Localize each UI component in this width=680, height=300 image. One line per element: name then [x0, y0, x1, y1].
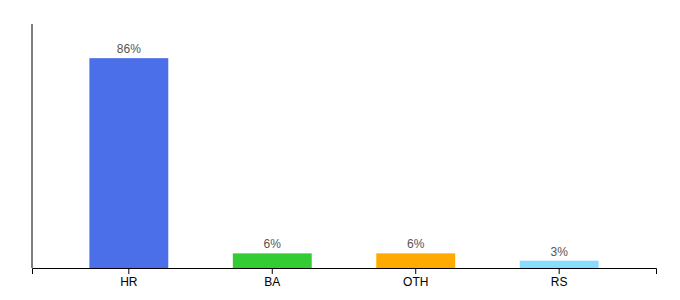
bar	[376, 253, 455, 268]
x-tick-label: HR	[120, 275, 138, 289]
x-tick-label: BA	[264, 275, 280, 289]
bar	[520, 261, 599, 268]
data-labels: 86% 6% 6% 3%	[117, 42, 568, 259]
chart-container: 86% 6% 6% 3% HR BA OTH RS	[0, 0, 680, 300]
data-label: 6%	[264, 237, 282, 251]
x-tick-mark	[272, 268, 273, 274]
data-label: 6%	[407, 237, 425, 251]
y-axis-line	[32, 24, 33, 268]
chart-svg: 86% 6% 6% 3% HR BA OTH RS	[0, 0, 680, 300]
bar	[233, 253, 312, 268]
x-tick: RS	[551, 268, 568, 289]
x-axis: HR BA OTH RS	[33, 268, 657, 289]
x-tick-mark	[415, 268, 416, 274]
x-tick-label: RS	[551, 275, 568, 289]
x-tick-mark	[559, 268, 560, 274]
x-tick: OTH	[403, 268, 428, 289]
bar	[89, 58, 168, 268]
bars	[89, 58, 598, 268]
x-axis-line	[33, 269, 657, 275]
data-label: 86%	[117, 42, 141, 56]
x-tick: HR	[120, 268, 138, 289]
plot-area: 86% 6% 6% 3% HR BA OTH RS	[32, 24, 657, 289]
x-tick: BA	[264, 268, 280, 289]
data-label: 3%	[551, 245, 569, 259]
x-tick-label: OTH	[403, 275, 428, 289]
x-tick-mark	[128, 268, 129, 274]
